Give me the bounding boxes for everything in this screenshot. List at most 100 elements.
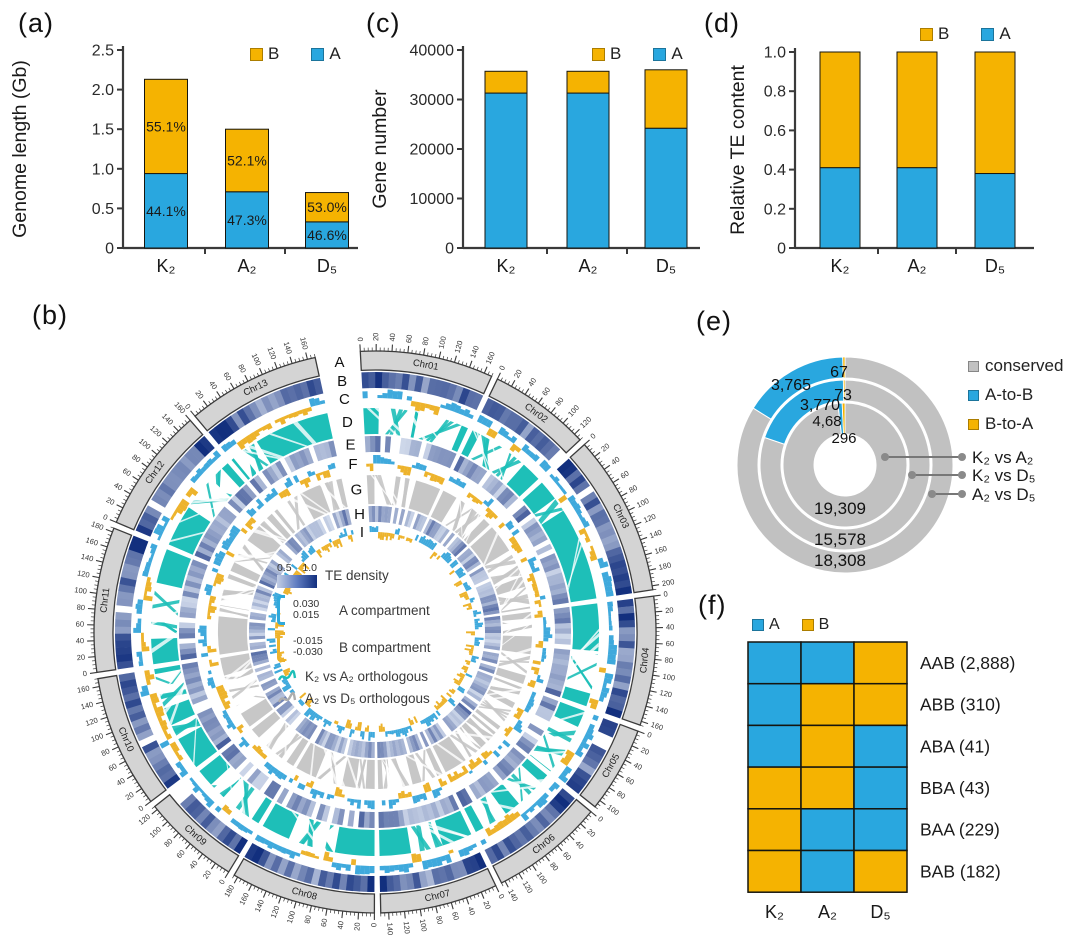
te-density-middle <box>554 628 572 635</box>
scale-tick <box>586 444 590 448</box>
compartment-middle-A <box>454 477 461 486</box>
scale-tick <box>173 425 179 432</box>
compartment-inner-A <box>449 697 455 704</box>
leader-dot <box>958 471 966 479</box>
te-density-outer <box>276 857 290 876</box>
legend-label-b: B <box>610 44 622 63</box>
scale-tick-label: 160 <box>237 891 251 906</box>
te-density-middle <box>496 761 512 777</box>
compartment-inner-A <box>302 550 310 559</box>
scale-tick <box>162 442 166 446</box>
scale-tick <box>465 897 470 905</box>
te-density-legend-row: 0.5 1.0 TE density <box>277 562 473 588</box>
y-tick-label: 0 <box>105 241 114 258</box>
te-density-middle <box>465 462 479 480</box>
b-compartment-value-top: -0.015 <box>293 634 323 647</box>
compartment-inner-B <box>345 719 350 728</box>
te-density-middle <box>473 468 488 485</box>
te-density-middle <box>539 553 557 565</box>
scale-tick <box>644 709 649 712</box>
y-axis-title: Relative TE content <box>727 65 749 235</box>
compartment-middle-A <box>222 709 228 715</box>
bar-A-A₂ <box>896 167 938 249</box>
te-density-middle <box>481 474 496 491</box>
scale-tick <box>92 685 100 689</box>
compartment-inner-A <box>300 701 305 707</box>
te-density-inner <box>437 528 450 544</box>
te-density-inner <box>253 595 270 603</box>
te-density-outer <box>544 802 561 820</box>
te-density-middle <box>439 798 450 816</box>
compartment-outer-B <box>141 646 150 652</box>
compartment-middle-B <box>423 471 429 478</box>
te-density-inner <box>287 539 301 554</box>
scale-tick-label: 20 <box>585 827 597 839</box>
te-density-middle <box>537 704 555 717</box>
compartment-outer-B <box>560 757 570 766</box>
k2-a2-orthologous-ribbons-cross <box>418 423 462 440</box>
compartment-middle-B <box>404 793 409 798</box>
compartment-inner-A <box>391 730 394 735</box>
te-density-middle <box>375 436 381 453</box>
te-density-outer <box>155 762 173 778</box>
scale-tick <box>139 471 144 474</box>
scale-tick-label: 80 <box>420 336 430 346</box>
te-density-inner <box>248 629 266 633</box>
scale-tick <box>628 506 635 511</box>
te-density-outer <box>193 440 210 457</box>
te-density-outer <box>507 832 523 851</box>
x-category-label: D₅ <box>656 256 676 276</box>
compartment-outer-A <box>201 791 208 799</box>
scale-tick <box>88 656 96 658</box>
compartment-middle-A <box>198 629 207 633</box>
compartment-outer-A <box>558 485 565 491</box>
te-density-outer <box>524 426 541 444</box>
te-density-middle <box>472 780 487 797</box>
compartment-inner-A <box>348 729 353 738</box>
scale-tick <box>173 829 177 833</box>
scale-tick <box>590 811 597 817</box>
scale-tick-label: 20 <box>512 368 524 380</box>
compartment-middle-B <box>432 474 439 483</box>
compartment-outer-B <box>155 710 165 718</box>
scale-tick-label: 80 <box>162 837 174 849</box>
compartment-inner-A <box>454 567 463 574</box>
compartment-middle-B <box>207 612 211 616</box>
scale-tick <box>446 356 449 361</box>
te-density-inner <box>415 514 425 531</box>
compartment-outer-B <box>578 527 587 536</box>
te-density-middle <box>457 457 470 475</box>
compartment-outer-B <box>177 502 188 512</box>
te-density-inner <box>296 530 310 546</box>
compartment-inner-A <box>373 527 377 533</box>
compartment-inner-A <box>418 536 424 543</box>
scale-tick <box>283 897 286 902</box>
te-density-outer <box>338 873 348 891</box>
compartment-outer-A <box>575 508 583 516</box>
scale-tick <box>172 431 176 435</box>
te-density-middle <box>181 595 199 604</box>
te-density-outer <box>539 807 556 825</box>
compartment-outer-B <box>287 413 294 419</box>
compartment-inner-B <box>284 587 291 592</box>
scale-tick <box>620 492 628 497</box>
compartment-middle-B <box>534 589 539 594</box>
compartment-outer-A <box>541 792 550 800</box>
te-density-inner <box>404 510 412 527</box>
compartment-inner-B <box>464 659 471 664</box>
scale-tick <box>554 847 558 852</box>
compartment-inner-B <box>429 551 436 560</box>
scale-tick-label: 40 <box>115 776 127 788</box>
scale-tick <box>124 764 128 767</box>
scale-tick <box>591 451 596 454</box>
scale-tick <box>603 464 611 470</box>
te-density-outer <box>586 502 605 517</box>
k2-a2-orthologous-ribbons-streak <box>179 502 225 523</box>
compartment-middle-B <box>474 760 480 767</box>
compartment-middle-A <box>281 773 288 781</box>
scale-tick <box>624 759 632 764</box>
te-density-outer <box>473 852 487 870</box>
te-density-middle <box>549 582 566 592</box>
scale-tick <box>244 374 249 382</box>
te-density-middle <box>425 803 436 821</box>
